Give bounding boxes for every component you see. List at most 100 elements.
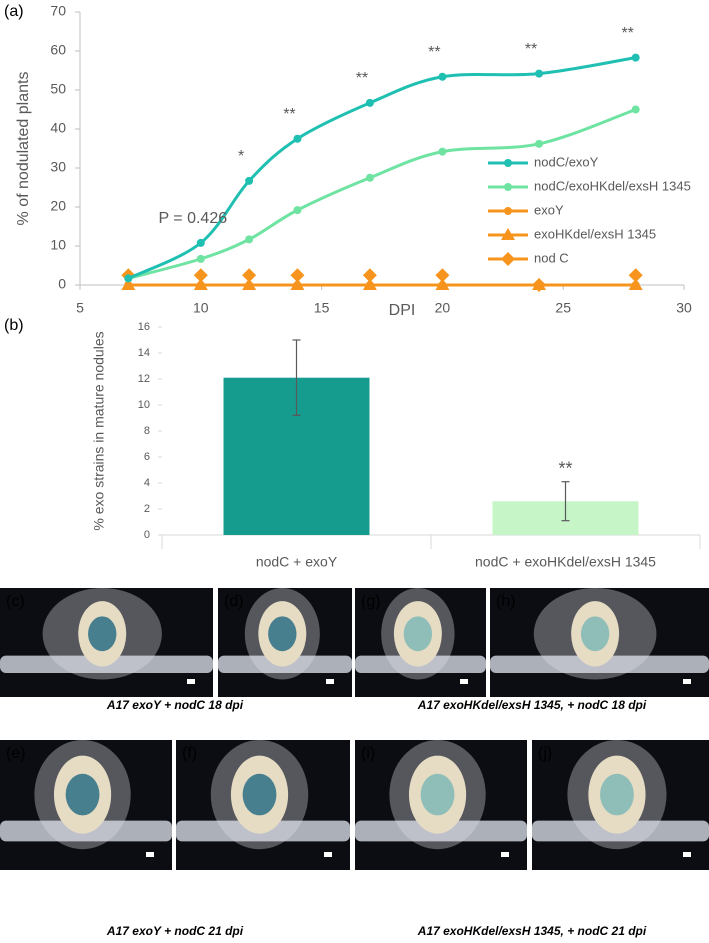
- stain: [600, 773, 634, 816]
- y-tick-label: 20: [50, 198, 66, 214]
- photo: (c): [0, 588, 213, 697]
- marker: [438, 72, 447, 81]
- panel-label: (c): [6, 593, 25, 610]
- caption: A17 exoY + nodC 21 dpi: [106, 924, 244, 938]
- annotation: *: [238, 148, 244, 165]
- x-tick-label: 15: [314, 300, 330, 316]
- marker: [501, 228, 515, 240]
- marker: [631, 53, 640, 62]
- legend-label: exoY: [534, 202, 564, 217]
- marker: [242, 268, 257, 283]
- annotation: **: [558, 458, 572, 478]
- marker: [631, 281, 640, 289]
- y-tick-label: 2: [144, 503, 150, 515]
- marker: [245, 235, 254, 244]
- y-tick-label: 10: [138, 399, 150, 411]
- y-tick-label: 30: [50, 159, 66, 175]
- x-tick-label: 30: [676, 300, 692, 316]
- x-tick-label: 25: [555, 300, 571, 316]
- annotation: P = 0.426: [158, 210, 227, 227]
- scale-bar: [501, 852, 509, 857]
- marker: [362, 268, 377, 283]
- marker: [504, 159, 512, 167]
- marker: [124, 274, 133, 283]
- marker: [290, 268, 305, 283]
- legend-entry: exoHKdel/exsH 1345: [488, 226, 656, 241]
- marker: [293, 134, 302, 143]
- marker: [245, 281, 254, 289]
- legend-entry: exoY: [488, 202, 564, 217]
- error-bar: [561, 481, 570, 522]
- stain: [242, 773, 277, 816]
- x-tick-label: nodC + exoHKdel/exsH 1345: [475, 554, 656, 570]
- marker: [193, 268, 208, 283]
- caption: A17 exoHKdel/exsH 1345, + nodC 18 dpi: [417, 698, 647, 712]
- marker: [438, 147, 447, 156]
- x-tick-label: 5: [76, 300, 84, 316]
- legend-entry: nod C: [488, 250, 569, 266]
- panel-label: (a): [4, 3, 24, 20]
- marker: [504, 207, 512, 215]
- y-axis-label: % exo strains in mature nodules: [91, 331, 107, 530]
- scale-bar: [460, 679, 468, 684]
- photo: (d): [218, 588, 352, 697]
- marker: [196, 238, 205, 247]
- x-tick-label: 10: [193, 300, 209, 316]
- marker: [504, 183, 512, 191]
- marker: [196, 254, 205, 263]
- marker: [365, 281, 374, 289]
- panel-label: (j): [538, 745, 552, 762]
- scale-bar: [683, 679, 691, 684]
- series-line: [127, 56, 636, 280]
- panel-label: (b): [4, 317, 24, 334]
- panel-label: (i): [361, 745, 375, 762]
- legend-label: exoHKdel/exsH 1345: [534, 226, 656, 241]
- marker: [293, 206, 302, 215]
- marker: [501, 252, 515, 266]
- annotation: **: [525, 41, 537, 58]
- marker: [365, 98, 374, 107]
- legend-label: nodC/exoHKdel/exsH 1345: [534, 178, 691, 193]
- legend-entry: nodC/exoY: [488, 154, 599, 169]
- annotation: **: [283, 106, 295, 123]
- panel-label: (g): [361, 593, 381, 610]
- panel-label: (e): [6, 745, 26, 762]
- photo: (j): [532, 740, 709, 870]
- y-tick-label: 6: [144, 451, 150, 463]
- stain: [268, 616, 297, 652]
- y-tick-label: 14: [138, 347, 150, 359]
- marker: [435, 268, 450, 283]
- marker: [293, 281, 302, 289]
- annotation: **: [428, 44, 440, 61]
- legend-label: nodC/exoY: [534, 154, 599, 169]
- y-tick-label: 16: [138, 321, 150, 333]
- panel-label: (d): [224, 593, 244, 610]
- x-axis-label: DPI: [389, 302, 416, 319]
- photo: (g): [355, 588, 486, 697]
- y-tick-label: 0: [58, 276, 66, 292]
- scale-bar: [326, 679, 334, 684]
- scale-bar: [683, 852, 691, 857]
- y-axis-label: % of nodulated plants: [15, 72, 32, 226]
- marker: [196, 281, 205, 289]
- y-tick-label: 10: [50, 237, 66, 253]
- marker: [245, 176, 254, 185]
- marker: [124, 281, 133, 289]
- photo: (e): [0, 740, 172, 870]
- marker: [438, 281, 447, 289]
- scale-bar: [146, 852, 154, 857]
- error-bar: [292, 339, 301, 416]
- stain: [88, 616, 117, 652]
- legend-label: nod C: [534, 250, 569, 265]
- stain: [580, 616, 610, 652]
- stain: [420, 773, 455, 816]
- annotation: **: [621, 25, 633, 42]
- photo: (h): [490, 588, 709, 697]
- y-tick-label: 8: [144, 425, 150, 437]
- photo: (i): [355, 740, 527, 870]
- marker: [628, 268, 643, 283]
- stain: [65, 773, 100, 816]
- x-tick-label: 20: [435, 300, 451, 316]
- y-tick-label: 12: [138, 373, 150, 385]
